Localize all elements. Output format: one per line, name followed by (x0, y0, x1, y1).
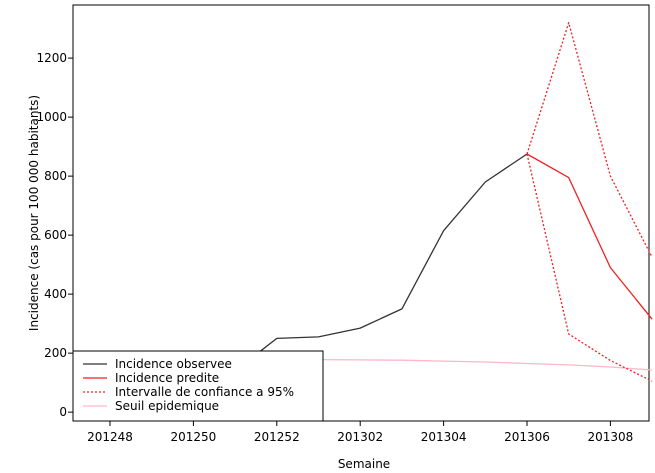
y-tick-label-5: 1000 (36, 110, 67, 124)
y-tick-label-4: 800 (44, 169, 67, 183)
x-tick-label-6: 201308 (587, 430, 633, 444)
y-tick-label-3: 600 (44, 228, 67, 242)
x-tick-label-4: 201304 (421, 430, 467, 444)
series-line-2 (526, 22, 653, 258)
y-tick-label-0: 0 (59, 405, 67, 419)
x-tick-label-2: 201252 (254, 430, 300, 444)
y-axis-title: Incidence (cas pour 100 000 habitants) (27, 95, 41, 331)
series-line-2-lower (526, 153, 653, 382)
legend-box (72, 350, 324, 422)
y-tick-label-2: 400 (44, 287, 67, 301)
y-tick-label-1: 200 (44, 346, 67, 360)
y-tick-label-6: 1200 (36, 51, 67, 65)
x-axis-title: Semaine (338, 457, 390, 471)
x-tick-label-5: 201306 (504, 430, 550, 444)
series-line-1 (526, 153, 653, 320)
x-tick-label-0: 201248 (87, 430, 133, 444)
legend-label-2: Intervalle de confiance a 95% (115, 385, 294, 399)
legend-label-3: Seuil epidemique (115, 399, 219, 413)
legend-label-1: Incidence predite (115, 371, 219, 385)
x-tick-label-1: 201250 (170, 430, 216, 444)
x-tick-label-3: 201302 (337, 430, 383, 444)
legend-label-0: Incidence observee (115, 357, 232, 371)
